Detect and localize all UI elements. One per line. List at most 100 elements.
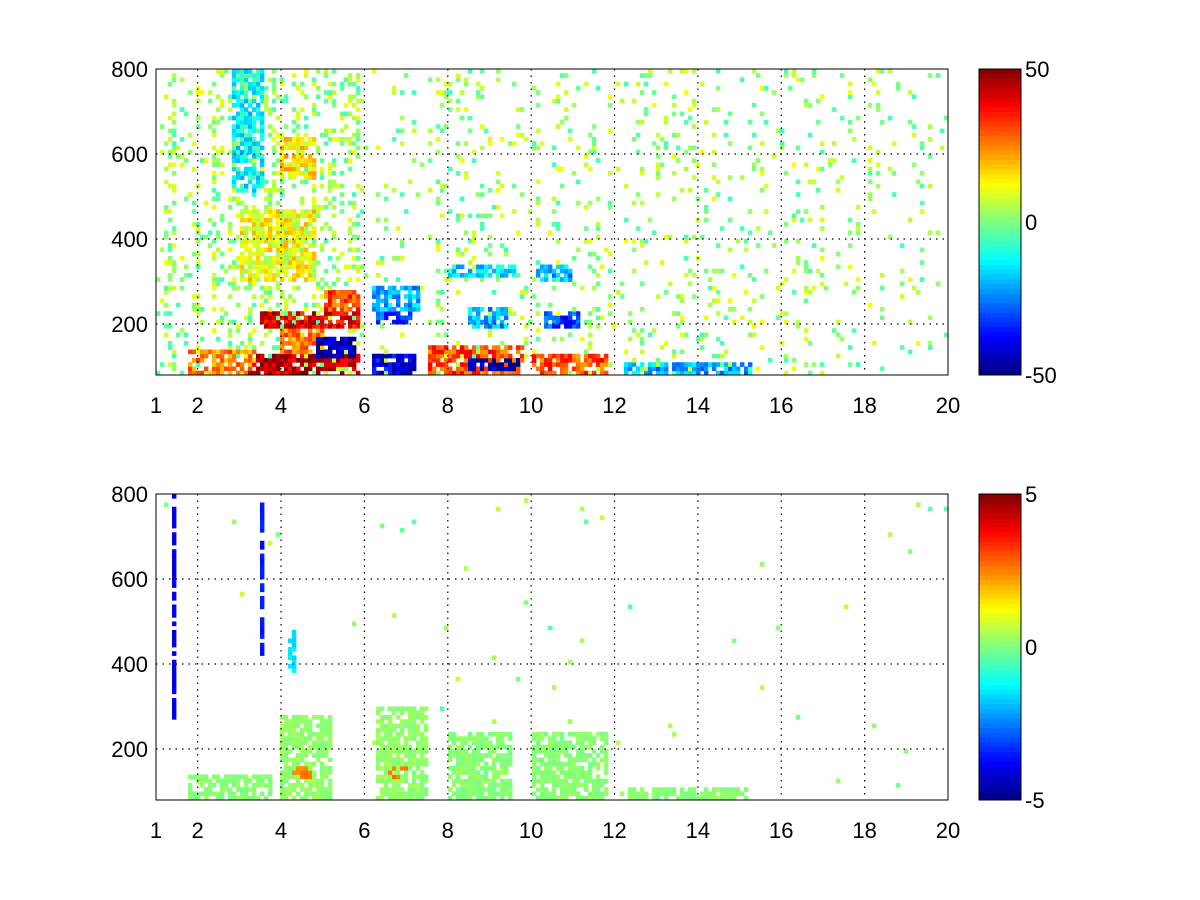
heatmap-cell — [740, 362, 745, 367]
heatmap-cell — [816, 98, 821, 104]
heatmap-cell — [332, 362, 337, 367]
heatmap-cell — [204, 366, 209, 372]
heatmap-cell — [536, 103, 541, 108]
heatmap-cell — [288, 732, 293, 737]
heatmap-cell — [352, 222, 357, 227]
heatmap-cell — [380, 523, 385, 529]
heatmap-cell — [300, 787, 305, 792]
heatmap-cell — [316, 787, 321, 792]
heatmap-cell — [536, 795, 541, 801]
heatmap-cell — [208, 783, 213, 788]
heatmap-cell — [292, 634, 297, 639]
heatmap-cell — [444, 345, 449, 350]
heatmap-cell — [328, 795, 333, 801]
heatmap-cell — [848, 94, 853, 100]
heatmap-cell — [468, 736, 473, 741]
heatmap-cell — [596, 761, 601, 767]
heatmap-cell — [260, 213, 265, 219]
heatmap-cell — [188, 370, 193, 376]
heatmap-cell — [396, 740, 401, 746]
heatmap-cell — [248, 98, 253, 104]
heatmap-cell — [276, 315, 281, 321]
heatmap-cell — [260, 366, 265, 372]
heatmap-cell — [292, 264, 297, 270]
heatmap-cell — [472, 234, 477, 240]
heatmap-cell — [500, 757, 505, 763]
heatmap-cell — [608, 103, 613, 108]
heatmap-cell — [640, 328, 645, 333]
heatmap-cell — [796, 77, 801, 83]
heatmap-cell — [508, 358, 513, 363]
heatmap-cell — [532, 145, 537, 151]
heatmap-cell — [304, 778, 309, 784]
heatmap-cell — [288, 757, 293, 763]
heatmap-cell — [232, 791, 237, 797]
heatmap-cell — [464, 362, 469, 367]
heatmap-cell — [220, 277, 225, 282]
heatmap-cell — [296, 166, 301, 172]
heatmap-cell — [396, 736, 401, 741]
heatmap-cell — [576, 324, 581, 329]
heatmap-cell — [412, 519, 417, 525]
heatmap-cell — [292, 315, 297, 321]
heatmap-cell — [416, 727, 421, 733]
heatmap-cell — [256, 86, 261, 91]
heatmap-cell — [492, 311, 497, 316]
heatmap-cell — [668, 791, 673, 797]
heatmap-cell — [820, 226, 825, 231]
heatmap-cell — [268, 315, 273, 321]
heatmap-cell — [580, 336, 585, 342]
heatmap-cell — [228, 791, 233, 797]
heatmap-cell — [260, 630, 265, 635]
heatmap-cell — [640, 341, 645, 346]
heatmap-cell — [392, 86, 397, 91]
colorbar-swatch — [979, 112, 1021, 118]
heatmap-cell — [704, 315, 709, 321]
heatmap-cell — [240, 226, 245, 231]
heatmap-cell — [548, 795, 553, 801]
heatmap-cell — [248, 137, 253, 142]
heatmap-cell — [516, 132, 521, 138]
heatmap-cell — [268, 311, 273, 316]
heatmap-cell — [292, 230, 297, 236]
colorbar-swatch — [979, 752, 1021, 758]
heatmap-cell — [480, 732, 485, 737]
heatmap-cell — [160, 149, 165, 155]
heatmap-cell — [336, 256, 341, 261]
heatmap-cell — [384, 732, 389, 737]
heatmap-cell — [640, 281, 645, 287]
heatmap-cell — [300, 770, 305, 775]
heatmap-cell — [804, 209, 809, 214]
heatmap-cell — [752, 332, 757, 338]
heatmap-cell — [300, 107, 305, 112]
heatmap-cell — [304, 349, 309, 355]
heatmap-cell — [296, 213, 301, 219]
heatmap-cell — [456, 766, 461, 771]
heatmap-cell — [248, 69, 253, 74]
colorbar-swatch — [979, 704, 1021, 710]
heatmap-cell — [760, 141, 765, 146]
heatmap-cell — [552, 362, 557, 367]
heatmap-cell — [404, 795, 409, 801]
heatmap-cell — [584, 757, 589, 763]
heatmap-cell — [332, 158, 337, 163]
heatmap-cell — [252, 234, 257, 240]
heatmap-cell — [412, 787, 417, 792]
heatmap-cell — [244, 145, 249, 151]
heatmap-cell — [392, 787, 397, 792]
heatmap-cell — [396, 226, 401, 231]
heatmap-cell — [632, 137, 637, 142]
heatmap-cell — [540, 736, 545, 741]
heatmap-cell — [552, 749, 557, 754]
heatmap-cell — [308, 315, 313, 321]
heatmap-cell — [284, 362, 289, 367]
heatmap-cell — [172, 132, 177, 138]
heatmap-cell — [520, 315, 525, 321]
heatmap-cell — [604, 749, 609, 754]
heatmap-cell — [792, 358, 797, 363]
heatmap-cell — [392, 791, 397, 797]
heatmap-cell — [600, 515, 605, 520]
heatmap-cell — [356, 358, 361, 363]
heatmap-cell — [792, 268, 797, 274]
heatmap-cell — [508, 362, 513, 367]
